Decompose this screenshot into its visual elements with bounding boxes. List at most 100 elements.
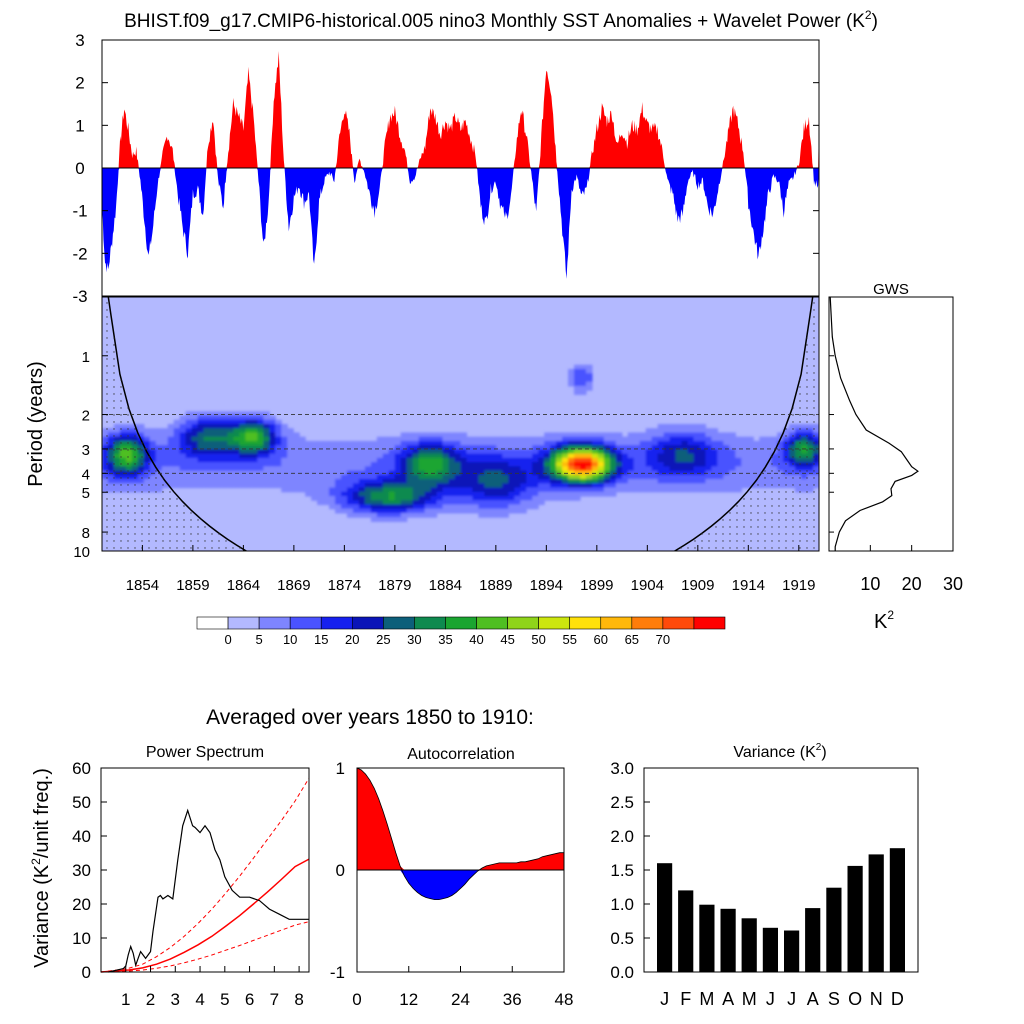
wavelet-cell	[508, 500, 515, 506]
wavelet-cell	[675, 440, 683, 446]
wavelet-cell	[663, 466, 671, 472]
wavelet-cell	[352, 453, 360, 459]
wavelet-cell	[484, 479, 491, 484]
wavelet-cell	[305, 445, 312, 450]
wavelet-cell	[412, 457, 420, 463]
wavelet-cell	[418, 500, 426, 506]
wavelet-cell	[251, 462, 258, 467]
wavelet-cell	[585, 449, 593, 455]
wavelet-cell	[759, 440, 766, 446]
wavelet-cell	[364, 453, 372, 459]
wavelet-cell	[424, 453, 432, 459]
wavelet-cell	[502, 508, 509, 514]
wavelet-cell	[478, 479, 485, 484]
wavelet-cell	[227, 483, 235, 489]
wavelet-cell	[215, 453, 223, 459]
wavelet-cell	[645, 436, 653, 442]
wavelet-cell	[149, 457, 157, 463]
wavelet-cell	[705, 487, 713, 493]
wavelet-cell	[239, 440, 246, 446]
wv-ytick-label: 4	[82, 466, 90, 483]
wavelet-cell	[520, 479, 527, 484]
wavelet-cell	[376, 504, 384, 510]
wv-xtick-label: 1874	[328, 577, 361, 594]
wavelet-cell	[508, 483, 515, 489]
wavelet-cell	[430, 479, 438, 484]
wavelet-cell	[412, 449, 420, 455]
wavelet-cell	[287, 479, 294, 484]
wavelet-cell	[215, 419, 223, 425]
wavelet-cell	[191, 479, 199, 484]
gws-xtick-label: 10	[860, 574, 880, 594]
wavelet-cell	[723, 479, 730, 484]
wavelet-cell	[532, 466, 539, 472]
wavelet-cell	[263, 424, 270, 429]
wavelet-cell	[735, 474, 742, 480]
wavelet-cell	[550, 445, 557, 450]
wavelet-cell	[562, 474, 569, 480]
wavelet-cell	[382, 470, 390, 476]
wavelet-cell	[197, 419, 205, 425]
wavelet-cell	[245, 474, 252, 480]
wavelet-cell	[609, 466, 617, 472]
wavelet-cell	[424, 504, 432, 510]
wavelet-cell	[418, 440, 426, 446]
wavelet-cell	[585, 457, 593, 463]
wavelet-cell	[376, 440, 384, 446]
wavelet-cell	[651, 487, 659, 493]
wavelet-cell	[556, 491, 563, 497]
wavelet-cell	[364, 457, 372, 463]
wavelet-cell	[574, 432, 581, 438]
wavelet-cell	[358, 491, 366, 497]
wavelet-cell	[317, 453, 324, 459]
wavelet-cell	[585, 373, 593, 379]
wavelet-cell	[609, 474, 617, 480]
wavelet-cell	[149, 445, 157, 450]
wavelet-cell	[394, 504, 402, 510]
wavelet-cell	[627, 466, 635, 472]
wavelet-cell	[460, 449, 468, 455]
wavelet-cell	[430, 457, 438, 463]
variance-bar	[720, 908, 736, 972]
wavelet-cell	[484, 495, 491, 501]
wavelet-cell	[305, 449, 312, 455]
wavelet-cell	[466, 440, 474, 446]
wavelet-cell	[436, 491, 444, 497]
wavelet-cell	[639, 462, 647, 467]
wavelet-cell	[370, 457, 378, 463]
wavelet-cell	[203, 436, 211, 442]
wavelet-cell	[466, 436, 474, 442]
wavelet-cell	[520, 483, 527, 489]
wavelet-cell	[341, 483, 348, 489]
wavelet-cell	[747, 474, 754, 480]
wavelet-cell	[263, 432, 270, 438]
wavelet-cell	[400, 483, 408, 489]
wavelet-cell	[173, 445, 181, 450]
ps-xtick-label: 3	[171, 990, 180, 1009]
wavelet-cell	[747, 462, 754, 467]
wavelet-cell	[424, 436, 432, 442]
wavelet-cell	[460, 470, 468, 476]
wavelet-cell	[597, 483, 605, 489]
wavelet-cell	[287, 440, 294, 446]
wavelet-cell	[412, 491, 420, 497]
wavelet-cell	[323, 495, 330, 501]
wavelet-cell	[388, 495, 396, 501]
wavelet-cell	[532, 487, 539, 493]
wavelet-cell	[287, 445, 294, 450]
wavelet-cell	[382, 483, 390, 489]
wavelet-cell	[352, 491, 360, 497]
wavelet-cell	[759, 466, 766, 472]
wavelet-cell	[633, 445, 641, 450]
wavelet-cell	[358, 449, 366, 455]
wavelet-cell	[185, 483, 193, 489]
colorbar-swatch	[476, 616, 508, 630]
wavelet-cell	[508, 445, 515, 450]
wavelet-cell	[597, 453, 605, 459]
wavelet-cell	[460, 491, 468, 497]
wavelet-cell	[687, 445, 695, 450]
wavelet-cell	[627, 440, 635, 446]
wavelet-cell	[490, 504, 497, 510]
wavelet-cell	[496, 479, 503, 484]
wavelet-cell	[173, 419, 181, 425]
